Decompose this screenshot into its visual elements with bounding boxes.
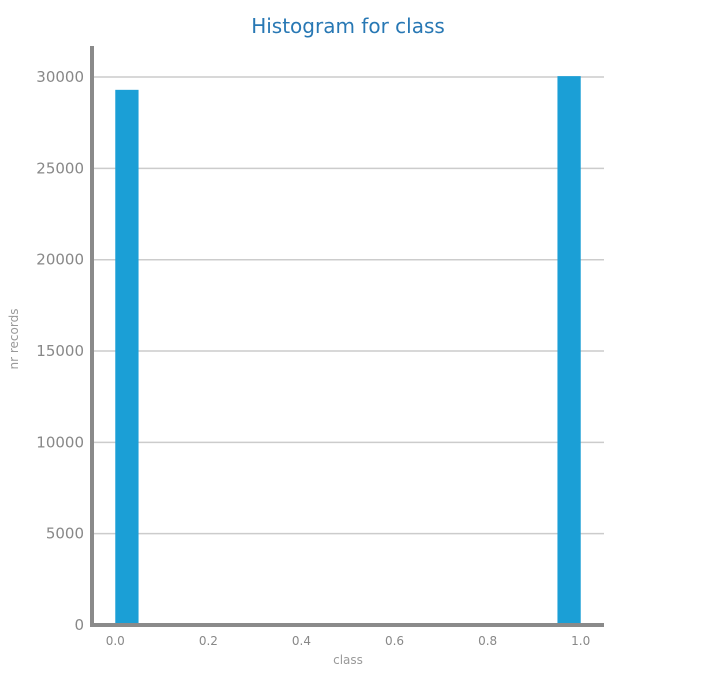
x-axis-label: class — [333, 653, 363, 667]
bars — [115, 76, 581, 626]
y-tick-label: 20000 — [36, 251, 84, 269]
x-tick-label: 0.6 — [385, 634, 404, 648]
histogram-bar — [557, 76, 581, 626]
histogram-bar — [115, 89, 139, 626]
y-axis-label: nr records — [7, 309, 21, 370]
y-tick-label: 10000 — [36, 433, 84, 451]
x-tick-label: 0.4 — [292, 634, 311, 648]
x-tick-label: 1.0 — [571, 634, 590, 648]
axes — [90, 46, 604, 627]
y-tick-labels: 0 5000 10000 15000 20000 25000 30000 — [36, 68, 84, 634]
chart-title: Histogram for class — [251, 14, 445, 38]
y-tick-label: 30000 — [36, 68, 84, 86]
x-tick-label: 0.2 — [199, 634, 218, 648]
x-tick-label: 0.8 — [478, 634, 497, 648]
y-tick-label: 25000 — [36, 159, 84, 177]
y-tick-label: 5000 — [46, 525, 84, 543]
x-tick-labels: 0.0 0.2 0.4 0.6 0.8 1.0 — [106, 634, 591, 648]
y-tick-label: 0 — [74, 616, 84, 634]
gridlines — [92, 76, 604, 535]
x-tick-label: 0.0 — [106, 634, 125, 648]
y-tick-label: 15000 — [36, 342, 84, 360]
